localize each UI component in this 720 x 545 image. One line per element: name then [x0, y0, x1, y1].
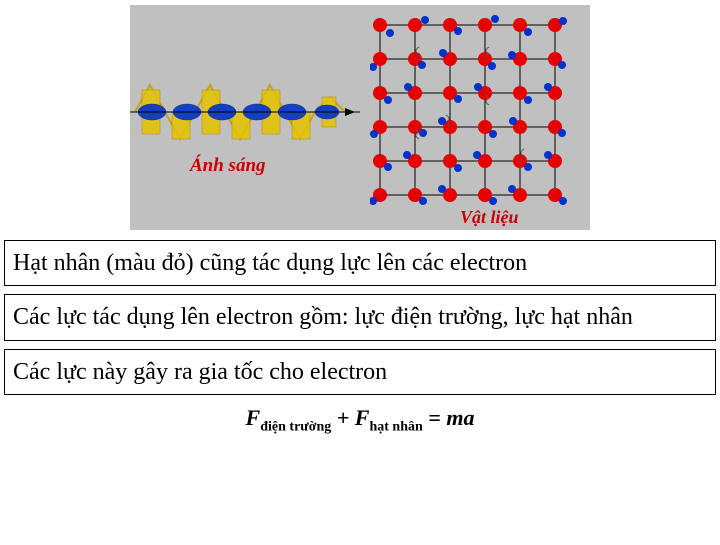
label-material: Vật liệu	[460, 207, 519, 228]
eq-rhs: ma	[446, 405, 474, 430]
eq-eq: =	[423, 405, 447, 430]
eq-plus: +	[331, 405, 355, 430]
text-box-2: Các lực tác dụng lên electron gồm: lực đ…	[4, 294, 716, 340]
light-wave	[130, 65, 360, 155]
physics-diagram: Ánh sáng Vật liệu	[130, 5, 590, 230]
equation: Fđiện trường + Fhạt nhân = ma	[0, 405, 720, 435]
eq-F2: F	[355, 405, 370, 430]
eq-F2-sub: hạt nhân	[369, 420, 422, 435]
eq-F1-sub: điện trường	[260, 420, 331, 435]
crystal-lattice	[370, 15, 580, 205]
eq-F1: F	[246, 405, 261, 430]
text-box-1: Hạt nhân (màu đỏ) cũng tác dụng lực lên …	[4, 240, 716, 286]
label-light: Ánh sáng	[190, 155, 266, 177]
text-box-3: Các lực này gây ra gia tốc cho electron	[4, 349, 716, 395]
